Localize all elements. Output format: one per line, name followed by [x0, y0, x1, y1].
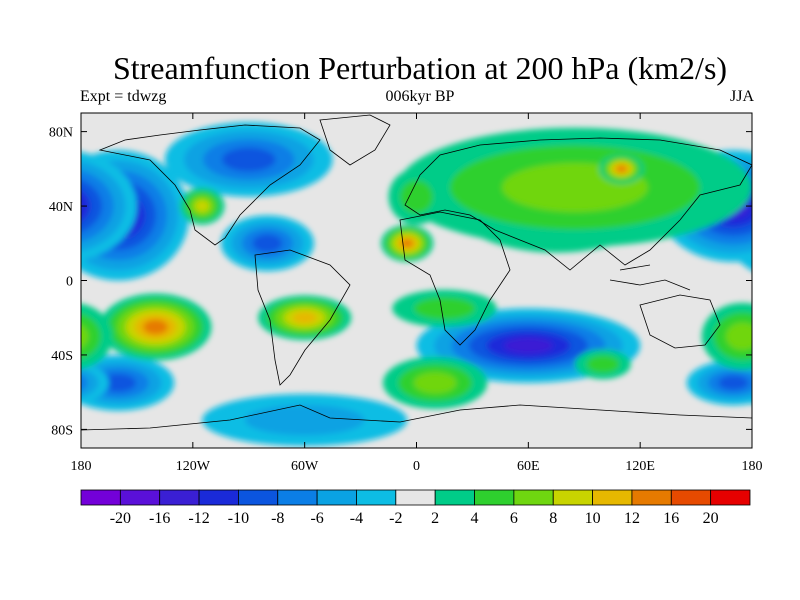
anomaly-contour-7-1	[81, 368, 99, 398]
colorbar-swatch	[670, 489, 712, 506]
coastline-greenland	[319, 114, 391, 166]
y-tick-label: 80N	[49, 126, 73, 141]
x-tick-label: 120E	[625, 459, 655, 474]
anomaly-contour-16-1	[81, 313, 101, 359]
anomaly-contour-2-3	[222, 147, 276, 172]
colorbar: -20 -16 -12 -10 -8 -6 -4 -2 2 4 6 8 10 12 16 20	[80, 489, 751, 527]
anomaly-contour-15-2	[413, 372, 457, 394]
y-axis: 80N 40N 0 40S 80S	[49, 126, 752, 438]
anomaly-contour-7-2	[81, 374, 88, 392]
coastline-australia	[639, 294, 721, 349]
experiment-label: Expt = tdwzg	[80, 88, 167, 105]
colorbar-label: 6	[510, 510, 518, 527]
colorbar-swatch	[356, 489, 397, 506]
anomaly-contour-0-5	[774, 201, 800, 229]
y-tick-label: 40S	[51, 349, 73, 364]
colorbar-swatch	[80, 489, 121, 506]
anomaly-contour-0-3	[751, 210, 752, 221]
anomaly-contour-7-3	[718, 375, 749, 390]
anomaly-contour-0-4	[763, 191, 800, 240]
colorbar-swatch	[710, 489, 751, 506]
colorbar-label: -8	[271, 510, 284, 527]
colorbar-label: -16	[149, 510, 170, 527]
anomaly-contour-18-1	[414, 297, 475, 320]
x-axis: 180 120W 60W 0 60E 120E 180	[71, 113, 763, 474]
colorbar-label: 12	[624, 510, 640, 527]
colorbar-label: -6	[310, 510, 323, 527]
colorbar-label: -10	[228, 510, 249, 527]
colorbar-swatch	[277, 489, 318, 506]
colorbar-label: 16	[663, 510, 679, 527]
x-tick-label: 60E	[517, 459, 540, 474]
anomaly-contour-4-3	[195, 200, 210, 212]
anomaly-contour-14-1	[244, 404, 365, 436]
anomaly-contour-13-4	[292, 311, 317, 324]
x-tick-label: 0	[413, 459, 420, 474]
coastline-maritime-continent	[609, 264, 691, 291]
colorbar-swatch	[434, 489, 475, 506]
anomaly-contour-1-1	[746, 371, 752, 394]
y-tick-label: 80S	[51, 423, 73, 438]
anomaly-contour-7-3	[48, 376, 78, 390]
colorbar-label: -4	[350, 510, 363, 527]
coastlines	[81, 114, 752, 431]
anomaly-contour-6-3	[81, 179, 102, 233]
season-label: JJA	[729, 88, 754, 105]
colorbar-swatch	[631, 489, 672, 506]
anomaly-contour-16-2	[725, 322, 752, 351]
colorbar-swatch	[119, 489, 161, 506]
colorbar-label: 2	[431, 510, 439, 527]
anomaly-contour-16-2	[81, 324, 89, 348]
coastline-eurasia	[404, 137, 752, 271]
y-tick-label: 40N	[49, 200, 73, 215]
coastline-north-america	[98, 124, 321, 246]
anomaly-contour-11-5	[401, 239, 413, 248]
colorbar-label: 8	[549, 510, 557, 527]
anomaly-contour-10-5	[616, 165, 627, 173]
y-tick-label: 0	[66, 275, 73, 290]
anomaly-contour-12-5	[143, 319, 168, 335]
colorbar-swatch	[198, 489, 239, 506]
coastline-antarctica	[81, 404, 752, 431]
x-tick-label: 180	[71, 459, 92, 474]
colorbar-label: 4	[471, 510, 479, 527]
colorbar-swatch	[395, 489, 436, 506]
anomaly-contour-1-2	[759, 368, 800, 398]
anomaly-contour-1-3	[771, 374, 800, 392]
x-tick-label: 120W	[176, 459, 211, 474]
colorbar-swatch	[552, 489, 593, 506]
colorbar-label: 20	[703, 510, 719, 527]
anomaly-contour-17-1	[586, 355, 620, 373]
anomaly-contour-5-5	[503, 337, 553, 354]
anomaly-contour-19-1	[400, 180, 433, 214]
colorbar-label: -12	[188, 510, 209, 527]
anomaly-contour-3-3	[252, 234, 283, 253]
colorbar-swatch	[159, 489, 200, 506]
x-tick-label: 60W	[291, 459, 319, 474]
time-label: 006kyr BP	[385, 88, 455, 105]
colorbar-swatch	[316, 489, 357, 506]
colorbar-swatch	[513, 489, 554, 506]
colorbar-label: -20	[110, 510, 131, 527]
x-tick-label: 180	[742, 459, 763, 474]
coastline-africa	[399, 211, 511, 346]
colorbar-label: -2	[389, 510, 402, 527]
map-title: Streamfunction Perturbation at 200 hPa (…	[112, 50, 728, 86]
anomaly-contour-1-3	[100, 373, 137, 392]
colorbar-label: 10	[585, 510, 601, 527]
colorbar-swatch	[238, 489, 279, 506]
colorbar-swatch	[592, 489, 633, 506]
colorbar-swatch	[474, 489, 515, 506]
coastline-south-america	[254, 249, 351, 386]
streamfunction-field	[48, 113, 800, 448]
